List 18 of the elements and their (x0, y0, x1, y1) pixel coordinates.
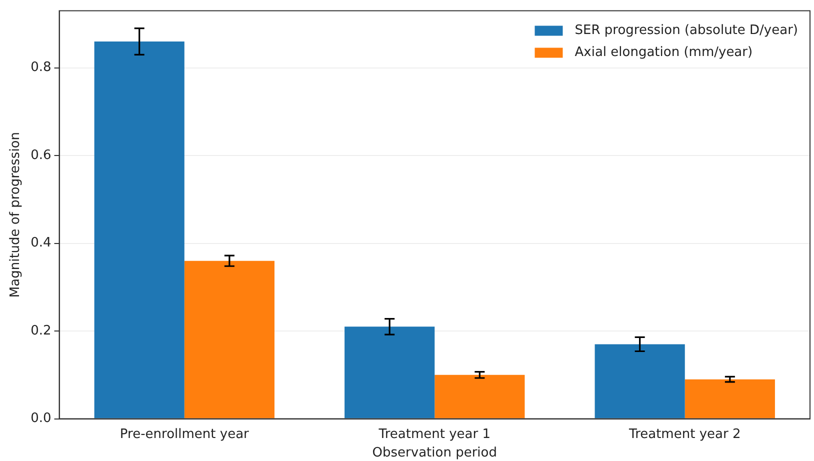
bar (684, 379, 775, 418)
bar (344, 326, 435, 418)
x-tick-label: Pre-enrollment year (120, 426, 250, 442)
bar (184, 260, 274, 418)
y-tick-label: 0.6 (30, 148, 52, 163)
x-tick-label: Treatment year 2 (628, 426, 741, 442)
bar (594, 344, 685, 418)
legend-label: Axial elongation (mm/year) (574, 45, 753, 60)
y-tick-label: 0.8 (30, 60, 52, 76)
y-tick-label: 0.4 (30, 236, 52, 251)
x-tick-label: Treatment year 1 (378, 426, 490, 442)
x-axis-title: Observation period (372, 446, 497, 461)
bar (434, 374, 525, 418)
y-tick-label: 0.0 (30, 411, 52, 426)
bar (94, 42, 184, 418)
y-axis-title: Magnitude of progression (8, 132, 24, 298)
y-tick-label: 0.2 (30, 323, 52, 338)
legend-label: SER progression (absolute D/year) (574, 23, 798, 38)
